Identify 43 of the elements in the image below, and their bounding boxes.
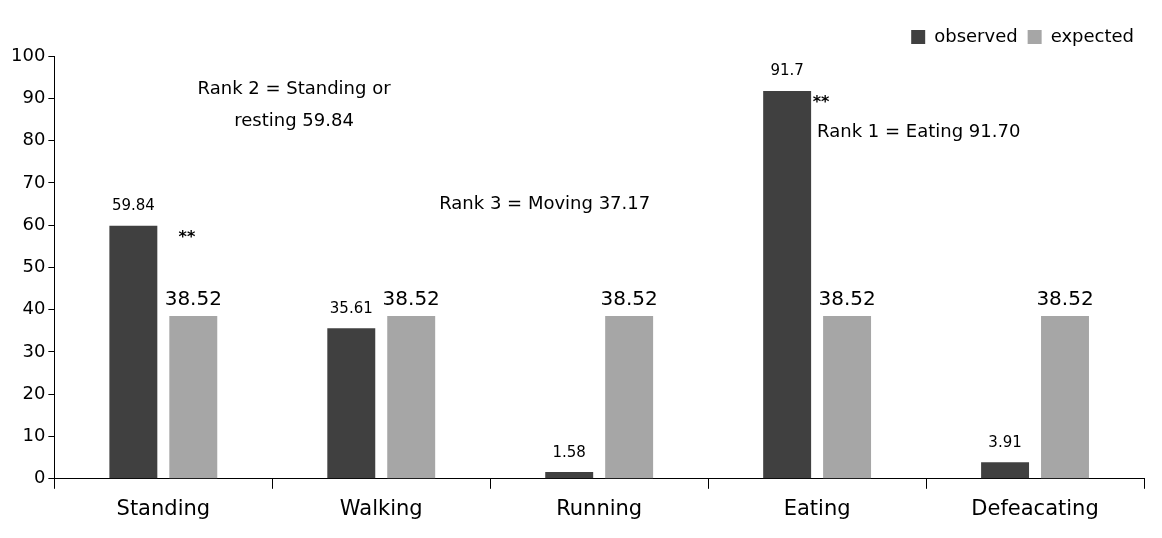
y-tick-label: 30 [22,339,46,361]
x-tick-label: Defeacating [971,495,1099,520]
data-label: 38.52 [164,286,222,311]
data-label: 38.52 [600,286,658,311]
y-tick-label: 60 [22,212,46,234]
bar [605,315,654,479]
annotation: ** [812,91,831,111]
x-tick-label: Eating [783,495,851,520]
annotation: Rank 2 = Standing or resting 59.84 [197,77,392,131]
y-tick-label: 20 [22,381,46,403]
bar [763,91,812,479]
bar [1041,315,1089,479]
bar [387,315,436,479]
annotation: Rank 3 = Moving 37.17 [439,191,651,213]
data-label: 38.52 [818,286,876,311]
y-tick-label: 0 [33,466,46,488]
data-label: 3.91 [988,432,1022,451]
y-tick-label: 100 [11,43,46,65]
bar [109,225,158,479]
data-label: 1.58 [552,442,586,461]
data-label: 35.61 [329,298,373,317]
x-tick-label: Running [556,495,643,520]
x-tick-label: Walking [339,495,423,520]
y-tick-label: 70 [22,170,46,192]
y-tick-label: 40 [22,297,46,319]
y-tick-label: 80 [22,128,46,150]
y-tick-label: 10 [22,424,46,446]
y-tick-label: 50 [22,255,46,277]
bar [327,328,376,479]
data-label: 38.52 [382,286,440,311]
data-label: 38.52 [1036,286,1094,311]
bar [823,315,872,479]
data-label: 91.7 [770,61,804,80]
annotation: Rank 1 = Eating 91.70 [817,119,1021,141]
y-tick-label: 90 [22,85,46,107]
bar [169,315,218,479]
data-label: 59.84 [111,196,155,215]
legend-label: observed [934,24,1018,46]
legend-label: expected [1050,24,1135,46]
bar [545,472,594,479]
x-tick-label: Standing [116,495,211,520]
annotation: ** [178,226,196,246]
bar [981,462,1030,479]
